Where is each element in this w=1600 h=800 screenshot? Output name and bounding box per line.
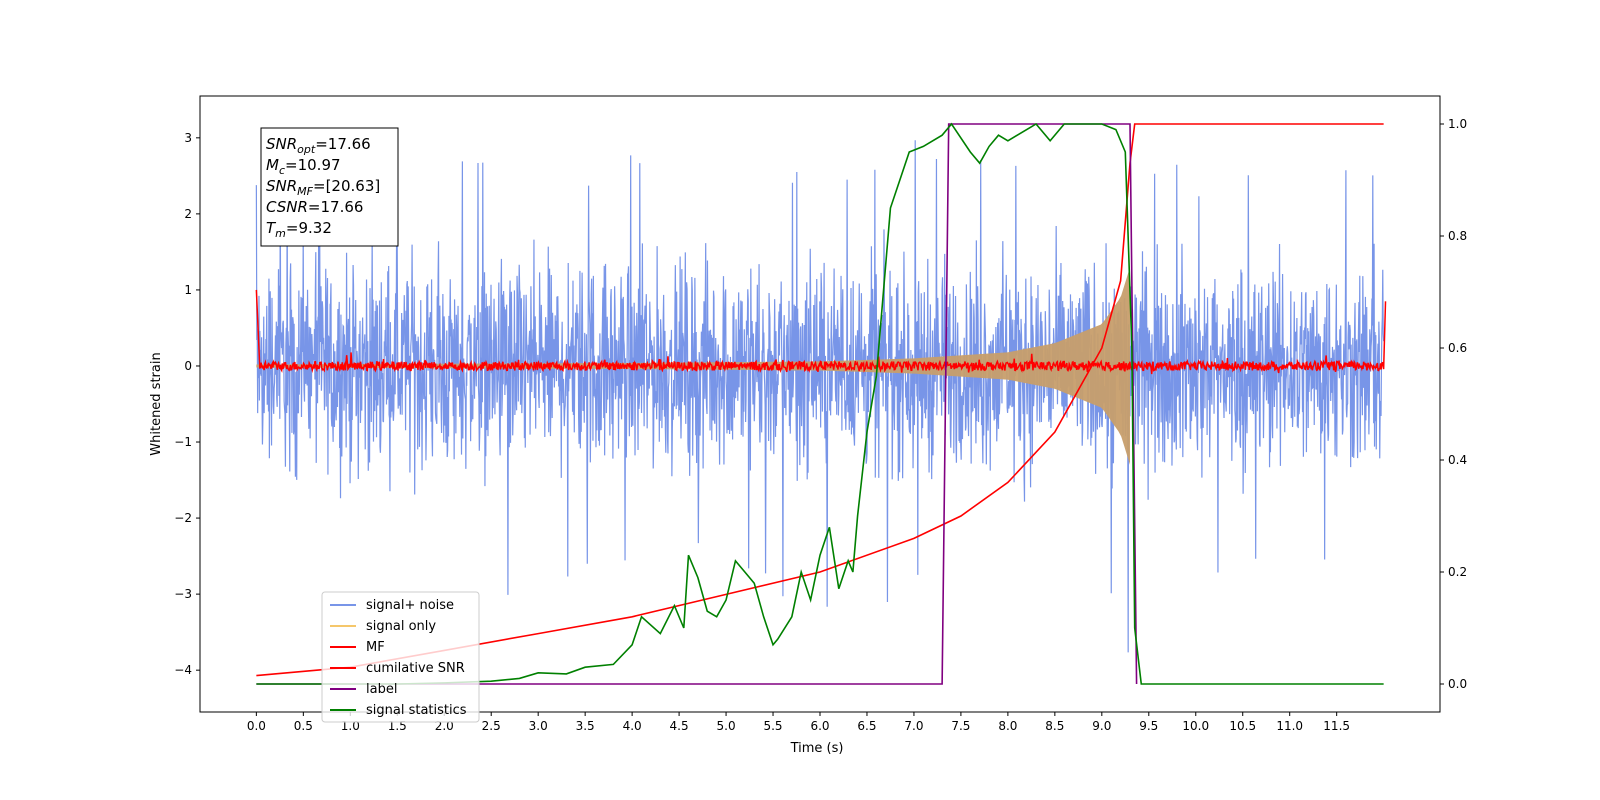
legend-label: signal statistics [366, 703, 467, 718]
x-tick-label: 10.5 [1229, 719, 1256, 733]
x-tick-label: 5.0 [717, 719, 736, 733]
x-tick-label: 11.0 [1276, 719, 1303, 733]
x-tick-label: 0.5 [294, 719, 313, 733]
x-tick-label: 11.5 [1323, 719, 1350, 733]
annotation-tm: Tm=9.32 [266, 219, 332, 240]
y-tick-label: 3 [184, 131, 192, 145]
x-tick-label: 4.5 [670, 719, 689, 733]
x-tick-label: 3.0 [529, 719, 548, 733]
x-tick-label: 8.0 [998, 719, 1017, 733]
y-tick-label: 0 [184, 359, 192, 373]
y-tick-label: −2 [174, 511, 192, 525]
x-tick-label: 9.5 [1139, 719, 1158, 733]
x-tick-label: 10.0 [1182, 719, 1209, 733]
legend-label: label [366, 682, 397, 697]
annotation-mc: Mc=10.97 [266, 156, 341, 177]
y-tick-label: −3 [174, 587, 192, 601]
annotation-csnr: CSNR=17.66 [266, 198, 363, 216]
legend: signal+ noise signal only MF cumilative SNR… [321, 591, 480, 723]
y2-tick-label: 0.8 [1448, 229, 1467, 243]
y-tick-label: 2 [184, 207, 192, 221]
y-tick-label: −1 [174, 435, 192, 449]
x-tick-label: 4.0 [623, 719, 642, 733]
x-tick-label: 9.0 [1092, 719, 1111, 733]
y2-tick-label: 0.0 [1448, 677, 1467, 691]
series-layer [255, 122, 1387, 685]
x-axis-label: Time (s) [790, 741, 844, 756]
y2-tick-label: 0.4 [1448, 453, 1467, 467]
y2-tick-label: 0.2 [1448, 565, 1467, 579]
annotation-box: SNRopt=17.66 Mc=10.97 SNRMF=[20.63] CSNR… [260, 127, 399, 247]
x-tick-label: 2.5 [482, 719, 501, 733]
y-tick-label: 1 [184, 283, 192, 297]
legend-label: signal only [366, 619, 436, 634]
series-signal-plus-noise [255, 140, 1385, 653]
y-axis-label: Whitened strain [149, 352, 164, 455]
y-tick-label: −4 [174, 663, 192, 677]
legend-label: signal+ noise [366, 598, 454, 613]
x-tick-label: 7.5 [951, 719, 970, 733]
series-signal-only [256, 267, 1130, 465]
y2-tick-label: 1.0 [1448, 117, 1467, 131]
annotation-snr-mf: SNRMF=[20.63] [266, 177, 380, 198]
y2-tick-label: 0.6 [1448, 341, 1467, 355]
x-tick-label: 7.0 [904, 719, 923, 733]
y-axis-right: 1.0 0.8 0.6 0.4 0.2 0.0 [1440, 117, 1467, 691]
annotation-snr-opt: SNRopt=17.66 [266, 135, 371, 156]
x-tick-label: 0.0 [247, 719, 266, 733]
legend-label: cumilative SNR [366, 661, 465, 676]
series-cumulative-snr [256, 123, 1384, 677]
x-tick-label: 3.5 [576, 719, 595, 733]
x-tick-label: 5.5 [763, 719, 782, 733]
legend-label: MF [366, 640, 385, 655]
x-tick-label: 8.5 [1045, 719, 1064, 733]
series-signal-statistics [256, 122, 1384, 685]
x-axis: 0.0 0.5 1.0 1.5 2.0 2.5 3.0 3.5 4.0 4.5 5.0 5.5 6.0 6… [247, 712, 1350, 733]
series-mf [255, 289, 1387, 375]
series-label [256, 123, 1138, 685]
x-tick-label: 6.5 [857, 719, 876, 733]
x-tick-label: 6.0 [810, 719, 829, 733]
y-axis-left: 3 2 1 0 −1 −2 −3 −4 [174, 131, 200, 677]
